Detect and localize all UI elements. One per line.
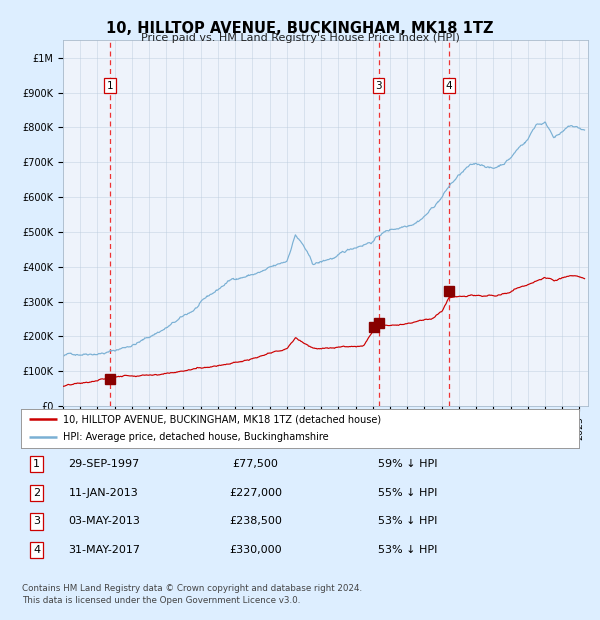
Text: 31-MAY-2017: 31-MAY-2017	[68, 545, 140, 555]
Text: £77,500: £77,500	[232, 459, 278, 469]
Text: 29-SEP-1997: 29-SEP-1997	[68, 459, 140, 469]
Text: 53% ↓ HPI: 53% ↓ HPI	[378, 516, 437, 526]
Text: 4: 4	[33, 545, 40, 555]
Text: 3: 3	[375, 81, 382, 91]
Text: 4: 4	[446, 81, 452, 91]
Text: £227,000: £227,000	[229, 488, 282, 498]
Text: Contains HM Land Registry data © Crown copyright and database right 2024.: Contains HM Land Registry data © Crown c…	[22, 584, 362, 593]
Text: £238,500: £238,500	[229, 516, 282, 526]
Text: 53% ↓ HPI: 53% ↓ HPI	[378, 545, 437, 555]
Text: This data is licensed under the Open Government Licence v3.0.: This data is licensed under the Open Gov…	[22, 596, 301, 606]
Text: 11-JAN-2013: 11-JAN-2013	[68, 488, 138, 498]
Text: 55% ↓ HPI: 55% ↓ HPI	[378, 488, 437, 498]
Text: 3: 3	[33, 516, 40, 526]
Text: 1: 1	[33, 459, 40, 469]
Text: HPI: Average price, detached house, Buckinghamshire: HPI: Average price, detached house, Buck…	[63, 432, 328, 442]
Text: 2: 2	[33, 488, 40, 498]
Text: 59% ↓ HPI: 59% ↓ HPI	[378, 459, 437, 469]
Text: Price paid vs. HM Land Registry's House Price Index (HPI): Price paid vs. HM Land Registry's House …	[140, 33, 460, 43]
Text: 10, HILLTOP AVENUE, BUCKINGHAM, MK18 1TZ: 10, HILLTOP AVENUE, BUCKINGHAM, MK18 1TZ	[106, 21, 494, 36]
Text: 1: 1	[107, 81, 113, 91]
Text: 10, HILLTOP AVENUE, BUCKINGHAM, MK18 1TZ (detached house): 10, HILLTOP AVENUE, BUCKINGHAM, MK18 1TZ…	[63, 414, 381, 424]
Text: 03-MAY-2013: 03-MAY-2013	[68, 516, 140, 526]
Text: £330,000: £330,000	[229, 545, 281, 555]
